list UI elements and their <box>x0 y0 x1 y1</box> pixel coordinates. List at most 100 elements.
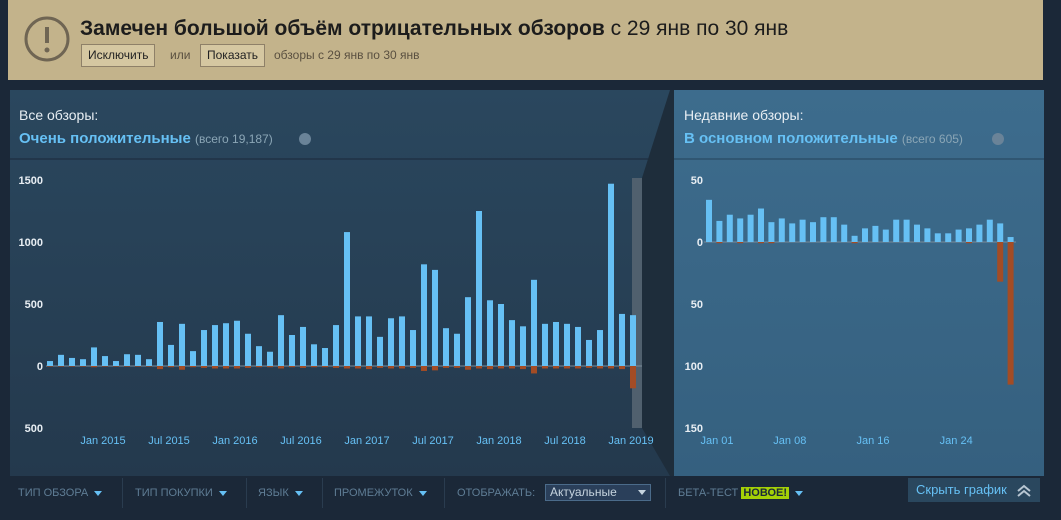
warning-banner: Замечен большой объём отрицательных обзо… <box>8 0 1043 80</box>
bar <box>113 366 119 367</box>
bar <box>509 320 515 366</box>
bar <box>768 242 775 244</box>
x-tick-label: Jul 2015 <box>148 435 190 447</box>
bar <box>410 330 416 366</box>
bar <box>498 304 504 366</box>
bar <box>737 218 744 242</box>
panel-title: Недавние обзоры: <box>684 107 804 123</box>
rating: Очень положительные (всего 19,187) <box>19 130 273 147</box>
bar <box>135 366 141 367</box>
banner-range: с 29 янв по 30 янв <box>610 17 789 40</box>
bar <box>278 315 284 366</box>
x-tick-label: Jan 2016 <box>212 435 257 447</box>
filter[interactable]: ТИП ПОКУПКИ <box>135 487 227 499</box>
bar <box>487 300 493 366</box>
bar <box>1007 242 1014 385</box>
bar <box>597 366 603 369</box>
selection-band[interactable] <box>632 178 642 428</box>
bar <box>747 214 754 242</box>
bar <box>245 366 251 368</box>
bar <box>454 333 460 366</box>
bar <box>476 211 482 366</box>
bar <box>575 326 581 366</box>
help-icon[interactable] <box>991 132 1005 146</box>
bar <box>223 366 229 369</box>
bar <box>267 351 273 366</box>
bar <box>553 366 559 369</box>
bar <box>799 219 806 242</box>
x-tick-label: Jan 16 <box>856 435 889 447</box>
bar <box>190 351 196 366</box>
y-tick-label: 1000 <box>19 237 43 249</box>
bar <box>157 321 163 366</box>
hide-chart-button[interactable]: Скрыть график <box>908 478 1040 502</box>
bar <box>893 219 900 242</box>
bar <box>168 366 174 368</box>
separator <box>444 478 445 508</box>
x-tick-label: Jan 2018 <box>476 435 521 447</box>
bar <box>575 366 581 369</box>
bar <box>476 366 482 369</box>
bar <box>465 297 471 366</box>
bar <box>190 366 196 368</box>
rating: В основном положительные (всего 605) <box>684 130 963 147</box>
bar <box>934 233 941 242</box>
bar <box>706 199 712 242</box>
bar <box>531 279 537 366</box>
x-tick-label: Jan 2019 <box>608 435 653 447</box>
bar <box>300 366 306 368</box>
bar <box>564 366 570 369</box>
bar <box>399 366 405 369</box>
bar <box>124 354 130 366</box>
bar <box>520 326 526 366</box>
bar <box>278 366 284 369</box>
bar <box>997 242 1004 282</box>
filter[interactable]: ПРОМЕЖУТОК <box>334 487 427 499</box>
x-tick-label: Jan 2015 <box>80 435 125 447</box>
bar <box>542 366 548 369</box>
filter[interactable]: ЯЗЫК <box>258 487 303 499</box>
bar <box>945 233 952 242</box>
bar <box>737 242 744 244</box>
review-total: (всего 19,187) <box>195 132 273 146</box>
bar <box>179 366 185 370</box>
bar <box>553 321 559 366</box>
bar <box>564 323 570 366</box>
exclude-button[interactable]: Исключить <box>81 44 156 67</box>
help-icon[interactable] <box>298 132 312 146</box>
bar <box>810 222 816 242</box>
bar <box>443 328 449 366</box>
bar <box>768 222 775 242</box>
bar <box>498 366 504 369</box>
bar <box>924 228 931 242</box>
bar <box>344 366 350 369</box>
bar <box>841 224 848 242</box>
banner-title-bold: Замечен большой объём отрицательных обзо… <box>80 17 605 40</box>
display-select[interactable]: Актуальные <box>545 484 651 501</box>
bar <box>986 219 993 242</box>
bar <box>630 366 636 389</box>
bar <box>300 326 306 366</box>
bar <box>146 366 152 367</box>
show-button[interactable]: Показать <box>200 44 266 67</box>
bar <box>443 366 449 368</box>
warning-icon <box>24 16 70 62</box>
x-tick-label: Jan 01 <box>700 435 733 447</box>
bar <box>80 366 86 367</box>
y-tick-label: 50 <box>691 175 703 187</box>
bar <box>509 366 515 369</box>
bar <box>531 366 537 374</box>
right-panel <box>674 90 1044 476</box>
panel-title: Все обзоры: <box>19 107 99 123</box>
filter[interactable]: ТИП ОБЗОРА <box>18 487 102 499</box>
y-tick-label: 100 <box>685 361 703 373</box>
bar <box>608 183 614 366</box>
bar <box>366 316 372 366</box>
separator <box>665 478 666 508</box>
separator <box>322 478 323 508</box>
x-tick-label: Jan 24 <box>940 435 973 447</box>
bar <box>872 225 879 242</box>
beta-filter[interactable]: БЕТА-ТЕСТ НОВОЕ! <box>678 487 804 499</box>
bar <box>520 366 526 370</box>
